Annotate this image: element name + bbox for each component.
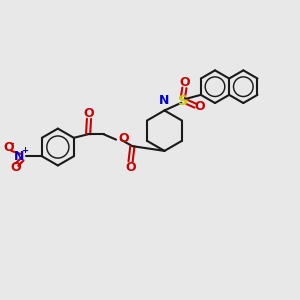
Text: N: N <box>159 94 170 106</box>
Text: O: O <box>10 161 21 174</box>
Text: N: N <box>14 150 24 163</box>
Text: O: O <box>180 76 190 89</box>
Text: S: S <box>178 94 188 108</box>
Text: O: O <box>3 141 13 154</box>
Text: O: O <box>118 132 129 145</box>
Text: +: + <box>21 146 28 155</box>
Text: O: O <box>195 100 206 113</box>
Text: O: O <box>84 107 94 120</box>
Text: -: - <box>10 139 14 149</box>
Text: O: O <box>125 161 136 174</box>
